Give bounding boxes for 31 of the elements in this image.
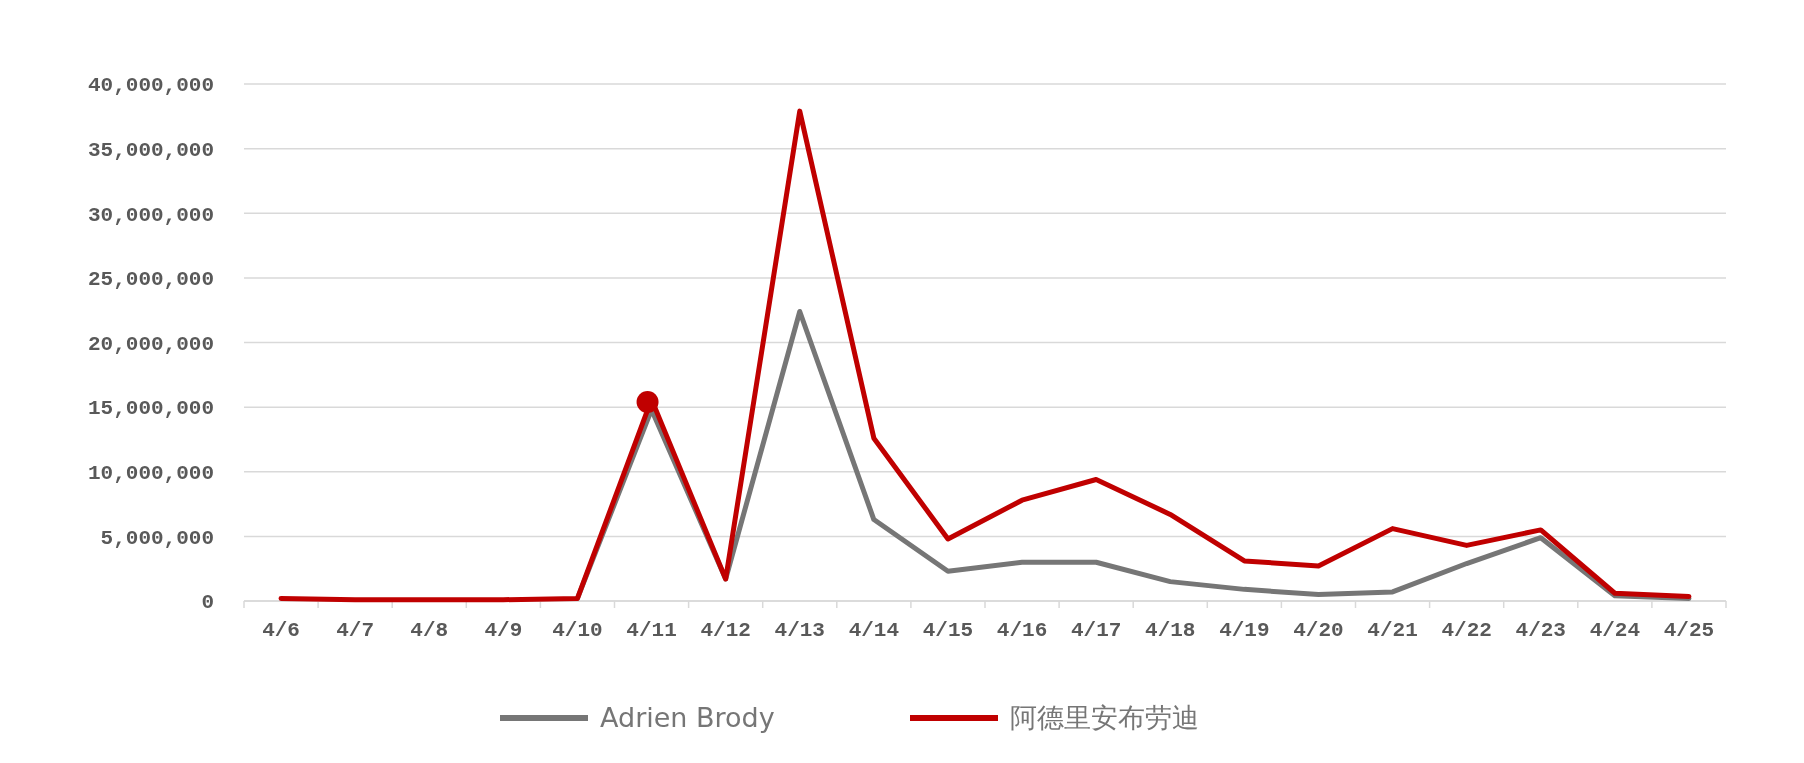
x-tick-label: 4/14 xyxy=(848,619,900,642)
x-tick-label: 4/25 xyxy=(1663,619,1715,642)
y-tick-label: 5,000,000 xyxy=(100,526,214,550)
y-tick-label: 20,000,000 xyxy=(87,332,214,356)
x-tick-label: 4/22 xyxy=(1441,619,1492,642)
x-tick-label: 4/15 xyxy=(922,619,974,642)
y-tick-label: 0 xyxy=(201,591,214,615)
y-tick-label: 15,000,000 xyxy=(87,397,214,421)
y-tick-label: 30,000,000 xyxy=(87,203,214,227)
x-tick-label: 4/8 xyxy=(410,619,449,642)
y-tick-label: 25,000,000 xyxy=(87,268,214,292)
x-tick-label: 4/24 xyxy=(1589,619,1641,642)
legend-label: Adrien Brody xyxy=(600,702,775,734)
x-tick-label: 4/7 xyxy=(336,619,375,642)
x-tick-label: 4/9 xyxy=(484,619,523,642)
y-tick-label: 40,000,000 xyxy=(87,74,214,98)
x-tick-label: 4/18 xyxy=(1145,619,1196,642)
x-tick-label: 4/10 xyxy=(552,619,603,642)
x-tick-label: 4/13 xyxy=(774,619,825,642)
x-tick-label: 4/12 xyxy=(700,619,751,642)
y-tick-label: 35,000,000 xyxy=(87,138,214,162)
y-tick-label: 10,000,000 xyxy=(87,462,214,486)
x-tick-label: 4/11 xyxy=(626,619,677,642)
x-tick-label: 4/21 xyxy=(1367,619,1418,642)
legend-label: 阿德里安布劳迪 xyxy=(1010,702,1199,734)
x-tick-label: 4/17 xyxy=(1070,619,1122,642)
x-tick-label: 4/6 xyxy=(262,619,300,642)
x-tick-label: 4/20 xyxy=(1293,619,1344,642)
x-tick-label: 4/23 xyxy=(1515,619,1566,642)
x-tick-label: 4/16 xyxy=(996,619,1048,642)
x-tick-label: 4/19 xyxy=(1219,619,1270,642)
